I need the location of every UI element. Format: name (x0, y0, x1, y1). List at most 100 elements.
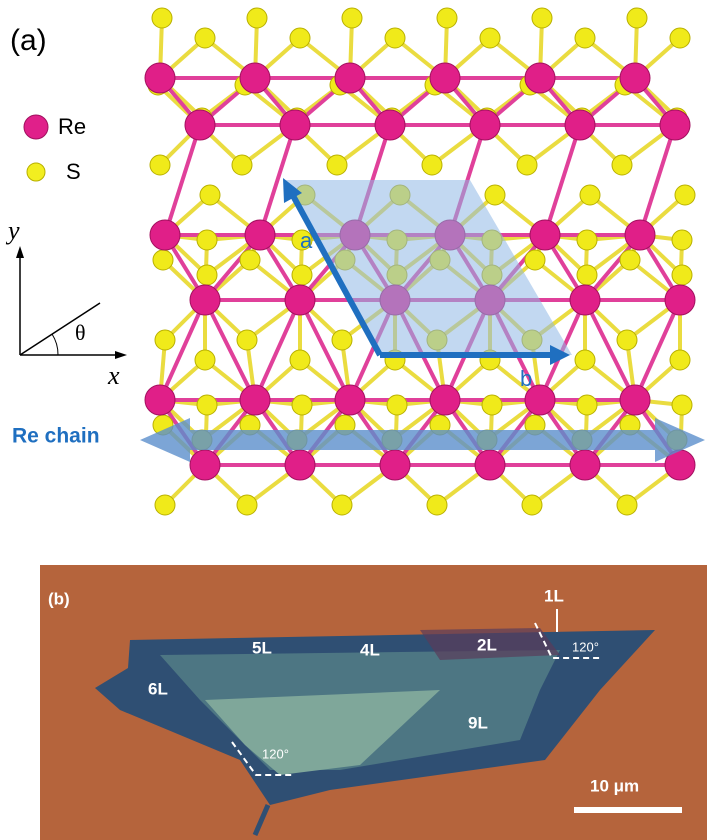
bond (638, 124, 677, 236)
layer-label: 4L (360, 640, 380, 659)
bond (583, 299, 637, 401)
re-atom (244, 219, 276, 251)
s-atom (291, 229, 313, 251)
re-atom (149, 219, 181, 251)
bond (158, 299, 207, 401)
arrowhead (550, 345, 570, 365)
re-atom (144, 62, 176, 94)
s-atom (671, 264, 693, 286)
arrowhead (16, 246, 24, 258)
s-atom (154, 329, 176, 351)
s-atom (574, 27, 596, 49)
s-atom (616, 494, 638, 516)
re-atom (334, 62, 366, 94)
s-atom (576, 264, 598, 286)
scale-bar (574, 807, 682, 813)
angle-arc (51, 333, 59, 356)
s-atom (671, 229, 693, 251)
vector-label: a (300, 228, 313, 253)
angle-label: θ (75, 320, 86, 345)
s-atom (291, 394, 313, 416)
s-atom (326, 154, 348, 176)
s-atom (231, 154, 253, 176)
re-atom (189, 449, 221, 481)
s-atom (236, 494, 258, 516)
s-atom (481, 394, 503, 416)
layer-label: 2L (477, 635, 497, 654)
flake-thick (205, 690, 440, 775)
s-atom (152, 249, 174, 271)
s-atom (331, 329, 353, 351)
s-atom (196, 229, 218, 251)
re-atom (284, 284, 316, 316)
s-atom (674, 184, 696, 206)
s-atom (619, 249, 641, 271)
angle-guide (231, 741, 295, 776)
legend-text: Re (58, 114, 86, 139)
s-atom (516, 154, 538, 176)
s-atom (199, 184, 221, 206)
axis (19, 302, 101, 356)
re-atom (529, 219, 561, 251)
layer-label: 1L (544, 586, 564, 605)
re-atom (664, 284, 696, 316)
re-atom (189, 284, 221, 316)
arrowhead (283, 178, 302, 203)
chain-arrow (140, 418, 705, 462)
layer-label: 6L (148, 679, 168, 698)
s-atom (289, 27, 311, 49)
re-atom (569, 449, 601, 481)
s-atom (436, 7, 458, 29)
layer-label: 9L (468, 713, 488, 732)
s-atom (576, 394, 598, 416)
layer-label: 5L (252, 638, 272, 657)
angle-label: 120° (262, 746, 289, 761)
re-atom (239, 384, 271, 416)
s-atom (421, 154, 443, 176)
s-atom (194, 349, 216, 371)
s-atom (194, 27, 216, 49)
panel-label: (a) (10, 24, 47, 57)
arrowhead (115, 351, 127, 359)
s-atom (196, 264, 218, 286)
re-atom (144, 384, 176, 416)
re-atom (334, 384, 366, 416)
angle-label: 120° (572, 639, 599, 654)
legend-re (23, 114, 49, 140)
vector-a (288, 190, 383, 357)
s-atom (291, 264, 313, 286)
s-atom (576, 229, 598, 251)
re-atom (524, 384, 556, 416)
s-atom (524, 249, 546, 271)
s-atom (246, 7, 268, 29)
s-atom (484, 184, 506, 206)
s-atom (154, 494, 176, 516)
s-atom (531, 7, 553, 29)
re-atom (619, 62, 651, 94)
re-atom (619, 384, 651, 416)
re-atom (374, 109, 406, 141)
re-atom (659, 109, 691, 141)
s-atom (196, 394, 218, 416)
s-atom (611, 154, 633, 176)
s-atom (616, 329, 638, 351)
re-atom (239, 62, 271, 94)
s-atom (386, 394, 408, 416)
legend-s (26, 162, 46, 182)
flake-2L (420, 628, 560, 660)
s-atom (239, 249, 261, 271)
axis-label: y (5, 216, 20, 245)
scale-label: 10 μm (590, 776, 639, 795)
re-atom (284, 449, 316, 481)
bond (253, 299, 302, 401)
crack (252, 804, 271, 836)
s-atom (236, 329, 258, 351)
panel-label: (b) (48, 589, 70, 608)
s-atom (384, 27, 406, 49)
vector-label: b (520, 366, 532, 391)
re-atom (469, 109, 501, 141)
re-atom (564, 109, 596, 141)
s-atom (151, 7, 173, 29)
angle-guide (534, 622, 600, 659)
